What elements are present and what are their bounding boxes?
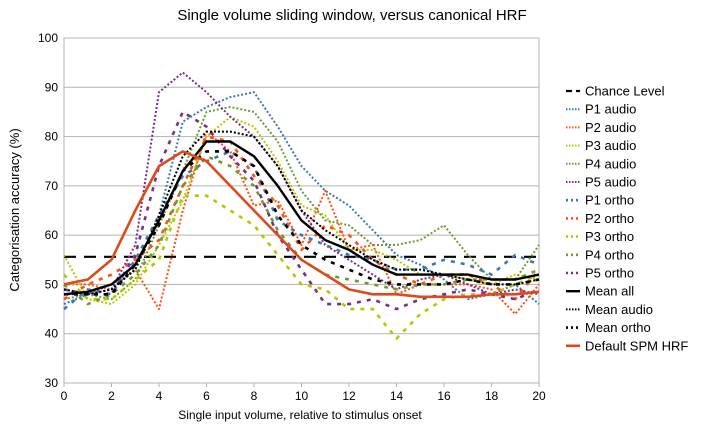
legend-label-p5-audio: P5 audio (585, 175, 636, 190)
x-tick-label: 8 (251, 389, 258, 403)
legend-label-p3-audio: P3 audio (585, 138, 636, 153)
y-axis-ticks: 30 40 50 60 70 80 90 100 (38, 31, 58, 390)
y-tick-label: 40 (45, 327, 59, 341)
legend-label-p4-ortho: P4 ortho (585, 247, 634, 262)
y-tick-label: 100 (38, 31, 58, 45)
x-tick-label: 4 (156, 389, 163, 403)
chart-title: Single volume sliding window, versus can… (177, 7, 526, 24)
legend-label-mean-audio: Mean audio (585, 302, 653, 317)
x-tick-label: 18 (485, 389, 499, 403)
series-line-p3-ortho (63, 194, 540, 340)
y-tick-label: 30 (45, 376, 59, 390)
y-tick-label: 80 (45, 130, 59, 144)
legend-label-p2-audio: P2 audio (585, 120, 636, 135)
x-tick-label: 12 (342, 389, 356, 403)
x-tick-label: 6 (203, 389, 210, 403)
series-line-p1-ortho (63, 150, 540, 311)
legend-label-mean-all: Mean all (585, 284, 634, 299)
series-lines (63, 71, 541, 340)
x-axis-label: Single input volume, relative to stimulu… (178, 408, 422, 422)
y-axis-label: Categorisation accuracy (%) (7, 128, 22, 291)
legend-label-p5-ortho: P5 ortho (585, 266, 634, 281)
x-tick-label: 0 (61, 389, 68, 403)
series-line-p4-audio (63, 106, 540, 301)
x-tick-label: 2 (108, 389, 115, 403)
legend-label-p4-audio: P4 audio (585, 156, 636, 171)
y-tick-label: 90 (45, 80, 59, 94)
y-tick-label: 60 (45, 228, 59, 242)
x-tick-label: 16 (437, 389, 451, 403)
legend-label-p2-ortho: P2 ortho (585, 211, 634, 226)
series-line-p2-audio (64, 130, 540, 315)
x-tick-label: 10 (295, 389, 309, 403)
legend-label-p1-ortho: P1 ortho (585, 193, 634, 208)
legend-label-p3-ortho: P3 ortho (585, 229, 634, 244)
x-tick-label: 20 (532, 389, 546, 403)
legend: Chance Level P1 audio P2 audio P3 audio P4 a… (566, 84, 688, 353)
legend-label-mean-ortho: Mean ortho (585, 320, 651, 335)
series-line-mean-audio (63, 130, 540, 296)
series-line-p4-ortho (63, 155, 540, 306)
series-line-p1-audio (63, 91, 540, 306)
series-line-default-spm-hrf (63, 150, 540, 299)
y-tick-label: 50 (45, 277, 59, 291)
x-axis-ticks: 0 2 4 6 8 10 12 14 16 18 20 (61, 383, 546, 403)
legend-label-p1-audio: P1 audio (585, 102, 636, 117)
legend-label-chance-level: Chance Level (585, 84, 665, 99)
series-line-mean-ortho (64, 150, 540, 296)
y-tick-label: 70 (45, 179, 59, 193)
x-tick-label: 14 (390, 389, 404, 403)
legend-label-default-spm-hrf: Default SPM HRF (585, 338, 688, 353)
